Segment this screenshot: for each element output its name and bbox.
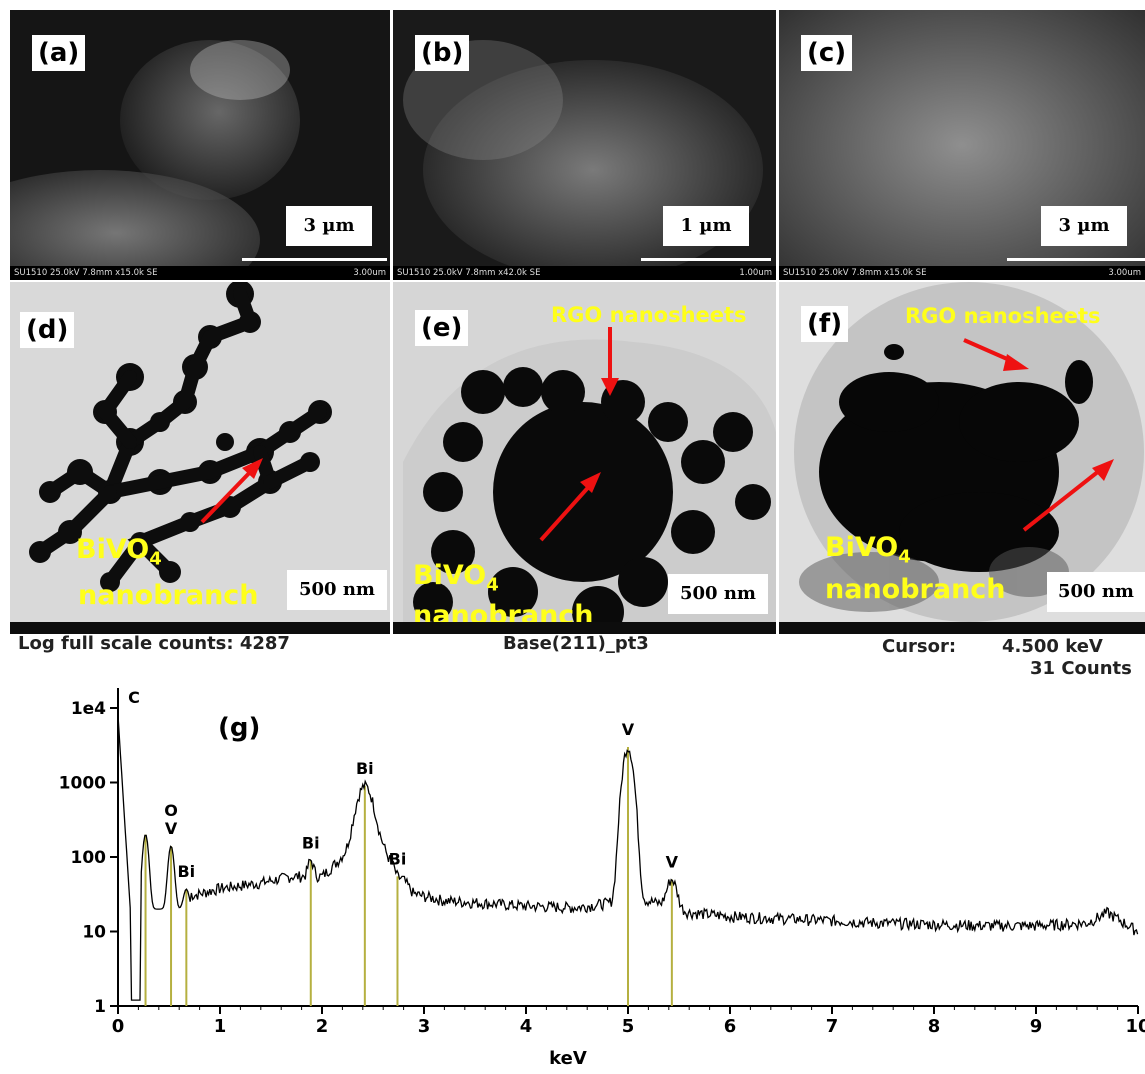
peak-label: V xyxy=(666,852,679,871)
scale-bar-b xyxy=(641,258,771,261)
x-tick-label: 7 xyxy=(826,1016,839,1037)
annotation-bivo4-text-d: BiVO xyxy=(76,534,150,565)
annotation-bivo4-f: BiVO4 xyxy=(825,532,911,573)
eds-spectrum-chart: 0 1 2 3 4 5 6 7 8 9 1011010010001e4keV(g)COVBiBiBi… xyxy=(59,688,1145,1069)
annotation-bivo4-sub-e: 4 xyxy=(486,574,499,596)
peak-label: O xyxy=(164,801,178,820)
sem-info-text-a: SU1510 25.0kV 7.8mm x15.0k SE xyxy=(14,268,158,278)
eds-cursor-label: Cursor: xyxy=(882,636,957,657)
arrow-f-rgo xyxy=(963,338,1015,364)
x-tick-label: 9 xyxy=(1030,1016,1043,1037)
panel-label-d: (d) xyxy=(20,312,75,348)
sem-info-text-c: SU1510 25.0kV 7.8mm x15.0k SE xyxy=(783,268,927,278)
tem-nanobranch-e xyxy=(393,282,776,634)
sem-bar-text-b: 1.00um xyxy=(739,268,772,278)
sem-info-bar-c: SU1510 25.0kV 7.8mm x15.0k SE 3.00um xyxy=(779,266,1145,280)
scale-label-e: 500 nm xyxy=(668,574,768,614)
eds-cursor-value: 4.500 keV xyxy=(1002,636,1103,657)
annotation-bivo4-sub-f: 4 xyxy=(898,546,911,568)
scale-label-b: 1 µm xyxy=(663,206,749,246)
eds-log-scale-label: Log full scale counts: 4287 xyxy=(18,633,290,654)
peak-label: Bi xyxy=(389,849,407,868)
eds-spectrum-name: Base(211)_pt3 xyxy=(503,633,649,654)
annotation-rgo-f: RGO nanosheets xyxy=(905,304,1101,328)
panel-label-a: (a) xyxy=(32,35,86,71)
spectrum-line xyxy=(117,715,1139,1001)
x-tick-label: 0 xyxy=(112,1016,125,1037)
panel-label-f: (f) xyxy=(801,306,849,342)
annotation-bivo4-text-e: BiVO xyxy=(413,560,487,591)
sem-image-b: (b) 1 µm SU1510 25.0kV 7.8mm x42.0k SE 1… xyxy=(393,10,776,280)
sem-texture-a xyxy=(10,10,390,280)
scale-label-d: 500 nm xyxy=(287,570,387,610)
x-tick-label: 10 xyxy=(1125,1016,1145,1037)
peak-label: Bi xyxy=(177,862,195,881)
annotation-bivo4-text-f: BiVO xyxy=(825,532,899,563)
scale-label-f: 500 nm xyxy=(1047,572,1145,612)
x-axis-label: keV xyxy=(549,1048,587,1069)
sem-image-c: (c) 3 µm SU1510 25.0kV 7.8mm x15.0k SE 3… xyxy=(779,10,1145,280)
tem-info-bar-d xyxy=(10,622,390,634)
scale-label-c: 3 µm xyxy=(1041,206,1127,246)
x-tick-label: 1 xyxy=(214,1016,227,1037)
y-tick-label: 1000 xyxy=(59,774,106,794)
peak-label: V xyxy=(622,720,635,739)
arrow-e-bivo4 xyxy=(539,480,595,542)
eds-counts-value: 31 Counts xyxy=(1030,658,1132,679)
sem-bar-text-c: 3.00um xyxy=(1108,268,1141,278)
arrow-f-bivo4 xyxy=(1022,465,1106,532)
panel-label-b: (b) xyxy=(415,35,470,71)
annotation-bivo4-e: BiVO4 xyxy=(413,560,499,601)
x-tick-label: 5 xyxy=(622,1016,635,1037)
x-tick-label: 4 xyxy=(520,1016,533,1037)
sem-info-bar-a: SU1510 25.0kV 7.8mm x15.0k SE 3.00um xyxy=(10,266,390,280)
peak-label: C xyxy=(128,688,140,707)
y-tick-label: 10 xyxy=(82,923,106,943)
panel-label-g: (g) xyxy=(218,713,260,743)
annotation-nanobranch-d: nanobranch xyxy=(78,580,259,611)
peak-label: V xyxy=(165,819,178,838)
annotation-nanobranch-f: nanobranch xyxy=(825,574,1006,605)
y-tick-label: 1 xyxy=(94,997,106,1017)
y-tick-label: 1e4 xyxy=(71,699,106,719)
x-tick-label: 2 xyxy=(316,1016,329,1037)
tem-image-d: (d) BiVO4 nanobranch 500 nm xyxy=(10,282,390,634)
scale-bar-a xyxy=(242,258,387,261)
x-tick-label: 3 xyxy=(418,1016,431,1037)
panel-label-e: (e) xyxy=(415,310,469,346)
sem-info-text-b: SU1510 25.0kV 7.8mm x42.0k SE xyxy=(397,268,541,278)
tem-info-bar-f xyxy=(779,622,1145,634)
tem-image-e: (e) RGO nanosheets BiVO4 nanobranch 500 … xyxy=(393,282,776,634)
peak-label: Bi xyxy=(302,833,320,852)
arrow-d xyxy=(200,465,257,524)
x-tick-label: 8 xyxy=(928,1016,941,1037)
scale-bar-c xyxy=(1007,258,1145,261)
annotation-bivo4-d: BiVO4 xyxy=(76,534,162,575)
sem-bar-text-a: 3.00um xyxy=(353,268,386,278)
y-tick-label: 100 xyxy=(71,848,107,868)
sem-info-bar-b: SU1510 25.0kV 7.8mm x42.0k SE 1.00um xyxy=(393,266,776,280)
annotation-rgo-e: RGO nanosheets xyxy=(551,303,747,327)
x-tick-label: 6 xyxy=(724,1016,737,1037)
tem-image-f: (f) RGO nanosheets BiVO4 nanobranch 500 … xyxy=(779,282,1145,634)
annotation-bivo4-sub-d: 4 xyxy=(149,548,162,570)
scale-label-a: 3 µm xyxy=(286,206,372,246)
panel-label-c: (c) xyxy=(801,35,853,71)
sem-image-a: (a) 3 µm SU1510 25.0kV 7.8mm x15.0k SE 3… xyxy=(10,10,390,280)
peak-label: Bi xyxy=(356,759,374,778)
tem-info-bar-e xyxy=(393,622,776,634)
